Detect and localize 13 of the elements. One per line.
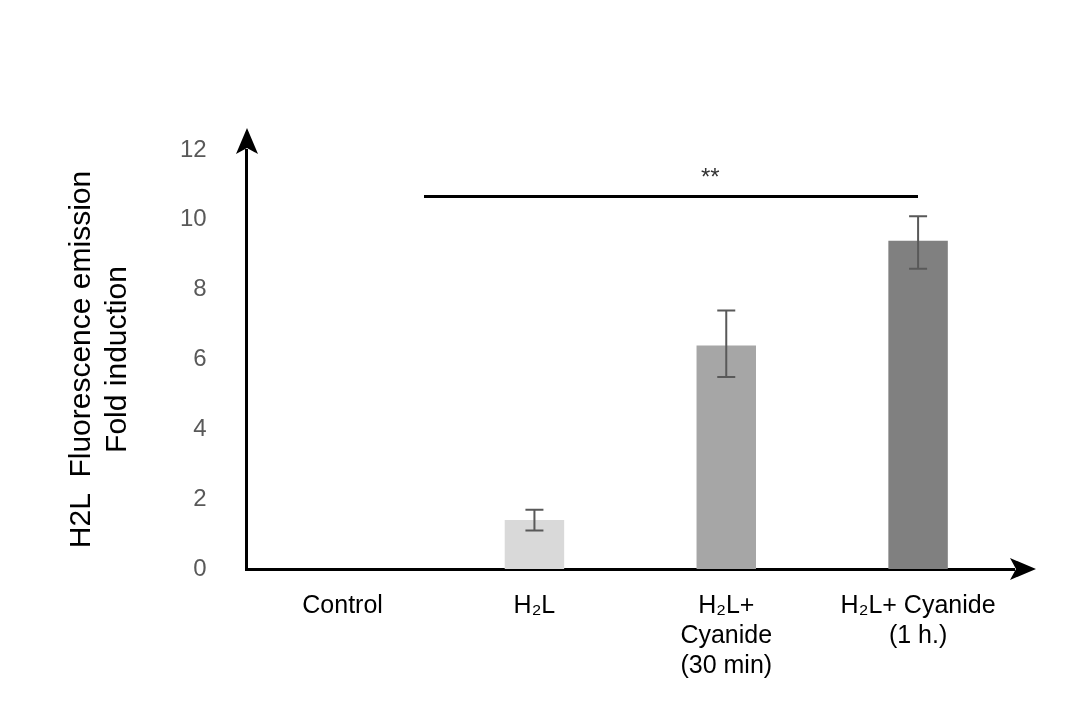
y-tick-label: 8 — [193, 274, 207, 302]
x-tick-label: H₂L — [513, 589, 556, 618]
y-axis-title: H2L Fluorescence emission Fold induction — [63, 170, 133, 549]
annotation: ** — [701, 163, 720, 190]
y-tick-label: 12 — [179, 134, 207, 162]
x-tick-label: H₂L+ Cyanide (30 min) — [680, 589, 773, 678]
x-tick-label: Control — [302, 589, 383, 618]
y-tick-label: 2 — [193, 483, 207, 511]
y-tick-label: 6 — [193, 344, 207, 372]
y-tick-label: 4 — [193, 413, 207, 441]
y-tick-label: 0 — [193, 553, 207, 581]
y-tick-label: 10 — [179, 204, 207, 232]
x-tick-label: H₂L+ Cyanide (1 h.) — [840, 589, 996, 648]
